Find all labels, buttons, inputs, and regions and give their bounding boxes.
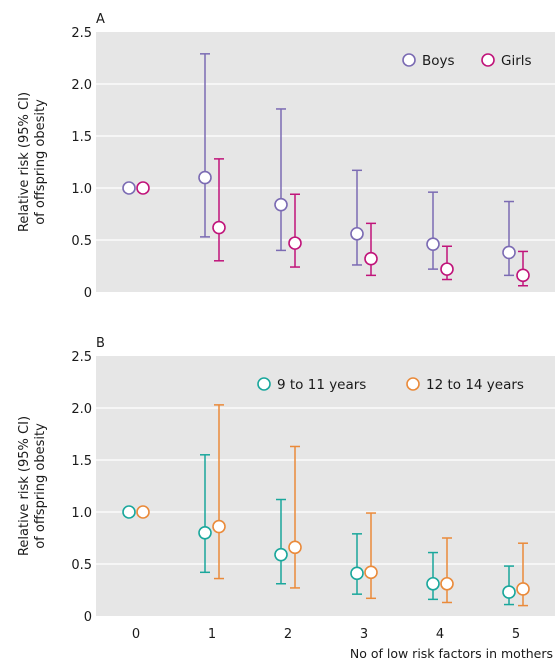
legend-label: Girls (501, 53, 532, 69)
y-tick-label: 0.5 (71, 234, 92, 249)
y-tick-label: 2.0 (71, 402, 92, 417)
data-point (426, 237, 440, 251)
legend: Boys Girls (402, 53, 532, 69)
panel-label: B (96, 336, 105, 351)
y-axis-label-line: of offspring obesity (33, 99, 48, 225)
data-point (350, 226, 364, 241)
y-tick-label: 2.5 (71, 26, 92, 41)
y-tick-label: 0 (84, 610, 92, 625)
data-point (274, 547, 288, 562)
series-girls (136, 158, 530, 287)
x-tick-label: 5 (512, 627, 520, 642)
data-point (364, 565, 378, 580)
data-point (136, 181, 150, 195)
legend-marker (481, 53, 495, 67)
x-tick-label: 0 (132, 627, 140, 642)
legend-label: 9 to 11 years (277, 377, 366, 393)
y-tick-label: 1.5 (71, 130, 92, 145)
data-point (440, 262, 454, 276)
data-point (516, 582, 530, 596)
data-point (212, 519, 226, 534)
data-point (350, 566, 364, 581)
series-9-to-11-years (122, 454, 516, 606)
series-boys (122, 53, 516, 277)
y-tick-label: 2.5 (71, 350, 92, 365)
panel-b: 0 0.5 1.0 1.5 2.0 2.5 B Relative risk (95% CI)o… (17, 336, 555, 661)
data-point (198, 525, 212, 540)
data-point (198, 170, 212, 185)
y-tick-label: 0 (84, 286, 92, 301)
legend-marker (406, 377, 420, 391)
data-point (212, 220, 226, 235)
panel-label: A (96, 12, 105, 27)
y-axis-label-line: Relative risk (95% CI) (17, 92, 32, 232)
data-point (426, 576, 440, 591)
data-point (440, 576, 454, 591)
y-tick-label: 1.5 (71, 454, 92, 469)
legend-label: Boys (422, 53, 455, 69)
y-tick-label: 0.5 (71, 558, 92, 573)
y-axis-label-line: of offspring obesity (33, 423, 48, 549)
y-tick-label: 2.0 (71, 78, 92, 93)
x-axis-label: No of low risk factors in mothers (350, 646, 553, 661)
series-12-to-14-years (136, 404, 530, 607)
legend: 9 to 11 years 12 to 14 years (257, 377, 524, 393)
x-tick-label: 3 (360, 627, 368, 642)
legend-marker (257, 377, 271, 391)
x-tick-label: 2 (284, 627, 292, 642)
data-point (122, 181, 136, 195)
y-tick-label: 1.0 (71, 182, 92, 197)
plot-area (96, 32, 555, 292)
data-point (288, 540, 302, 555)
legend-marker (402, 53, 416, 67)
y-axis-label-line: Relative risk (95% CI) (17, 416, 32, 556)
data-point (136, 505, 150, 519)
panel-a: 0 0.5 1.0 1.5 2.0 2.5 A Relative risk (95% CI)o… (17, 12, 555, 301)
data-point (502, 245, 516, 260)
legend-label: 12 to 14 years (426, 377, 524, 393)
data-point (516, 268, 530, 283)
data-point (288, 236, 302, 250)
y-axis-label: Relative risk (95% CI)of offspring obesi… (17, 416, 48, 556)
data-point (122, 505, 136, 519)
data-point (502, 585, 516, 599)
plot-area (96, 356, 555, 616)
data-point (274, 197, 288, 212)
x-tick-label: 1 (208, 627, 216, 642)
y-axis-label: Relative risk (95% CI)of offspring obesi… (17, 92, 48, 232)
y-tick-label: 1.0 (71, 506, 92, 521)
x-tick-label: 4 (436, 627, 444, 642)
data-point (364, 251, 378, 266)
